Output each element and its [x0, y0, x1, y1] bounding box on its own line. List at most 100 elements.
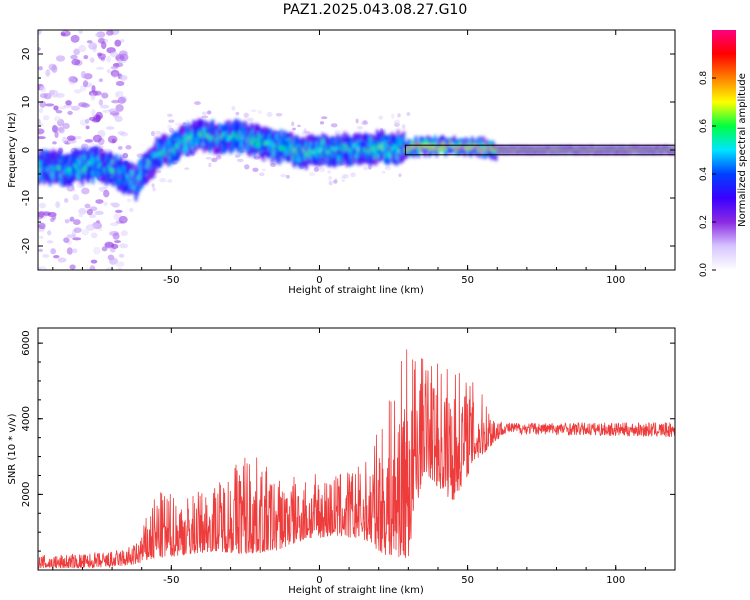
ridge-cell	[225, 132, 228, 138]
ridge-cell	[299, 146, 302, 152]
ridge-cell	[651, 149, 655, 151]
ridge-cell	[56, 164, 59, 176]
ridge-cell	[248, 135, 252, 140]
ridge-cell	[650, 149, 653, 151]
ridge-cell	[423, 140, 427, 147]
ridge-cell	[337, 144, 341, 149]
noise-blob	[71, 58, 81, 66]
ridge-cell	[88, 161, 92, 166]
noise-blob	[341, 179, 346, 183]
ridge-cell	[476, 145, 480, 149]
ridge-cell	[345, 146, 348, 157]
noise-blob	[94, 210, 104, 215]
ridge-cell	[641, 149, 644, 151]
colorbar-gradient	[712, 30, 736, 270]
ridge-cell	[287, 147, 290, 152]
ridge-cell	[94, 161, 98, 167]
ridge-cell	[657, 148, 661, 151]
ridge-cell	[308, 148, 311, 153]
ridge-cell	[451, 145, 455, 148]
ridge-cell	[244, 136, 247, 147]
noise-blob	[159, 177, 167, 183]
ridge-cell	[450, 141, 453, 144]
noise-blob	[59, 106, 66, 110]
ridge-cell	[376, 146, 379, 151]
ridge-cell	[554, 149, 557, 152]
noise-blob	[63, 237, 70, 243]
ridge-cell	[466, 147, 470, 153]
ridge-cell	[663, 149, 667, 151]
ridge-cell	[457, 138, 461, 148]
noise-blob	[152, 187, 156, 192]
noise-blob	[211, 157, 218, 163]
ridge-cell	[391, 146, 394, 151]
ridge-cell	[399, 143, 403, 154]
ridge-cell	[598, 149, 601, 151]
ridge-cell	[250, 129, 253, 147]
snr-x-tick-label: -50	[163, 575, 179, 586]
noise-blob	[406, 112, 411, 116]
ridge-cell	[216, 137, 219, 143]
ridge-cell	[288, 140, 292, 152]
ridge-cell	[278, 144, 281, 150]
ridge-cell	[639, 148, 643, 151]
ridge-cell	[222, 132, 225, 137]
ridge-cell	[428, 143, 431, 146]
ridge-cell	[189, 134, 192, 145]
ridge-cell	[494, 145, 498, 149]
ridge-cell	[47, 163, 50, 168]
ridge-cell	[549, 149, 552, 151]
ridge-cell	[435, 141, 438, 157]
ridge-cell	[79, 165, 83, 171]
snr-y-tick-label: 6000	[21, 330, 32, 355]
ridge-cell	[488, 142, 492, 158]
ridge-cell	[562, 149, 566, 151]
ridge-cell	[629, 149, 632, 151]
ridge-cell	[386, 144, 390, 149]
ridge-cell	[632, 148, 635, 152]
spectrogram-y-label: Frequency (Hz)	[7, 112, 18, 188]
noise-blob	[38, 222, 46, 230]
ridge-cell	[59, 165, 62, 171]
ridge-cell	[210, 130, 213, 141]
ridge-cell	[361, 149, 364, 155]
noise-blob	[244, 164, 250, 170]
ridge-cell	[485, 147, 489, 151]
ridge-cell	[164, 142, 167, 153]
noise-blob	[350, 172, 356, 178]
noise-blob	[247, 117, 254, 122]
ridge-cell	[128, 174, 132, 185]
ridge-cell	[291, 147, 295, 152]
noise-blob	[236, 158, 244, 163]
ridge-cell	[44, 161, 47, 166]
noise-blob	[78, 213, 83, 218]
ridge-cell	[133, 180, 136, 186]
ridge-cell	[314, 146, 317, 157]
ridge-cell	[531, 148, 535, 152]
ridge-cell	[72, 166, 75, 171]
ridge-cell	[84, 164, 87, 170]
ridge-cell	[445, 146, 449, 153]
ridge-cell	[407, 148, 410, 154]
ridge-cell	[426, 140, 430, 146]
ridge-cell	[271, 139, 274, 157]
ridge-cell	[312, 150, 315, 155]
ridge-cell	[234, 133, 237, 138]
ridge-cell	[604, 149, 607, 151]
ridge-cell	[481, 145, 484, 152]
ridge-cell	[44, 165, 47, 176]
ridge-cell	[611, 149, 615, 151]
ridge-cell	[142, 171, 145, 176]
ridge-cell	[210, 136, 213, 141]
ridge-cell	[91, 161, 95, 166]
spectrogram-x-tick-label: -50	[163, 275, 179, 286]
ridge-cell	[245, 138, 249, 143]
ridge-cell	[188, 136, 191, 141]
noise-blob	[46, 240, 54, 244]
ridge-cell	[106, 166, 110, 172]
ridge-cell	[583, 149, 587, 151]
noise-blob	[38, 107, 44, 114]
ridge-cell	[293, 148, 296, 154]
ridge-cell	[134, 182, 138, 188]
ridge-cell	[211, 135, 215, 140]
